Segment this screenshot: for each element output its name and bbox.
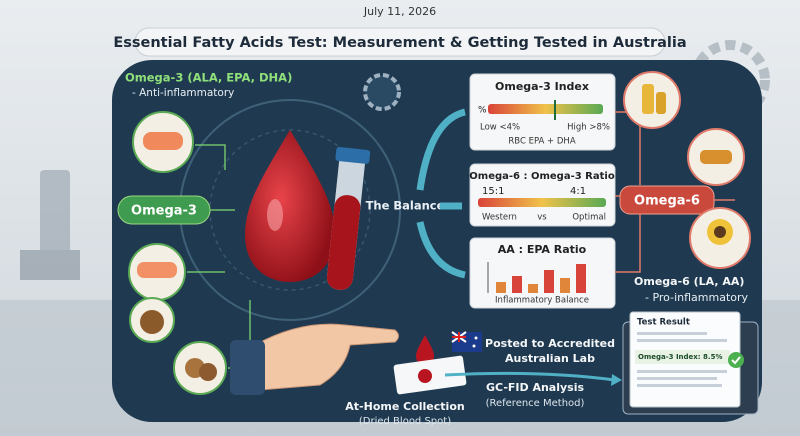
omega6-note: - Pro-inflammatory <box>645 291 749 304</box>
index-caption: RBC EPA + DHA <box>508 137 575 147</box>
date: July 11, 2026 <box>363 5 436 18</box>
index-unit: % <box>478 106 487 116</box>
omega3-note: - Anti-inflammatory <box>132 87 234 99</box>
title: Essential Fatty Acids Test: Measurement … <box>113 35 686 51</box>
ratio-panel <box>469 163 616 227</box>
gear <box>363 73 401 111</box>
title-banner <box>134 27 666 57</box>
ratio-middle: vs <box>537 213 547 223</box>
ratio-left: Western <box>482 213 517 223</box>
food-icons <box>128 111 227 395</box>
flow-arrow <box>444 371 616 382</box>
analysis-title: GC-FID Analysis <box>486 381 585 394</box>
result-highlight <box>635 350 730 364</box>
balance-label: The Balance <box>366 199 445 213</box>
omega3-heading: Omega-3 (ALA, EPA, DHA) <box>125 71 292 85</box>
index-title: Omega-3 Index <box>495 80 589 93</box>
flow-arrows <box>416 108 466 279</box>
ratio-bar <box>478 198 606 207</box>
analysis-note: (Reference Method) <box>486 398 585 409</box>
food-icons <box>623 71 751 269</box>
hand <box>230 323 399 395</box>
arrow-head <box>611 374 622 386</box>
au-flag <box>451 331 482 352</box>
aa-epa-bars <box>487 262 586 293</box>
check <box>728 352 744 368</box>
omega6-badge-text: Omega-6 <box>634 194 700 209</box>
test-tube <box>326 147 371 290</box>
dbs-spot <box>418 369 432 383</box>
result-lines <box>637 332 727 387</box>
index-low: Low <4% <box>480 123 520 133</box>
omega6-heading: Omega-6 (LA, AA) <box>634 275 744 288</box>
omega3-badge-text: Omega-3 <box>131 204 197 219</box>
aa-epa-title: AA : EPA Ratio <box>498 243 587 256</box>
post-line1: Posted to Accredited <box>485 337 615 350</box>
collection-title: At-Home Collection <box>345 400 464 413</box>
drop-small <box>416 335 434 365</box>
ratio-right: Optimal <box>572 213 606 223</box>
post-line2: Australian Lab <box>505 352 595 365</box>
result-line: Omega-3 Index: 8.5% <box>638 353 722 361</box>
ratio-left-value: 15:1 <box>482 186 504 197</box>
index-high: High >8% <box>567 123 610 133</box>
index-bar <box>488 104 603 114</box>
highlight <box>267 199 283 231</box>
blood-drop <box>245 130 335 282</box>
result-title: Test Result <box>637 318 690 328</box>
ratio-right-value: 4:1 <box>570 186 586 197</box>
check-mark <box>731 356 741 365</box>
collection-note: (Dried Blood Spot) <box>359 416 451 427</box>
aa-epa-caption: Inflammatory Balance <box>495 296 589 306</box>
ratio-title: Omega-6 : Omega-3 Ratio <box>469 171 615 182</box>
